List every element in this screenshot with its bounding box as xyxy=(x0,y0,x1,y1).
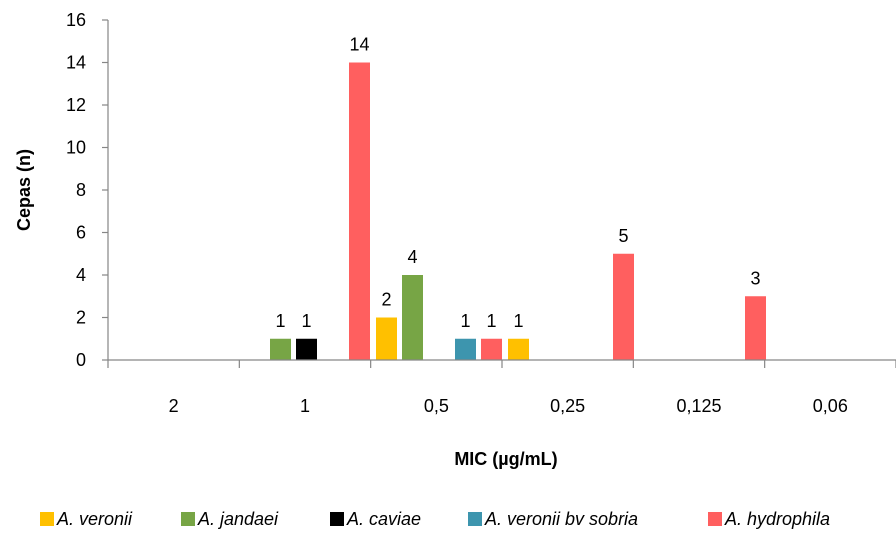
data-label: 1 xyxy=(486,311,496,331)
data-label: 1 xyxy=(275,311,285,331)
y-tick-label: 14 xyxy=(66,53,86,73)
data-label: 1 xyxy=(460,311,470,331)
y-tick-label: 0 xyxy=(76,350,86,370)
legend-label: A. veronii xyxy=(56,509,133,529)
legend-swatch xyxy=(468,512,482,526)
bar-a-jandaei-0_5 xyxy=(402,275,423,360)
bar-a-hydrophila-1 xyxy=(349,62,370,360)
legend-label: A. veronii bv sobria xyxy=(484,509,638,529)
legend-swatch xyxy=(181,512,195,526)
axes xyxy=(107,20,896,361)
y-tick-label: 12 xyxy=(66,95,86,115)
x-tick-label: 0,06 xyxy=(813,396,848,416)
legend-swatch xyxy=(708,512,722,526)
data-label: 1 xyxy=(301,311,311,331)
legend-swatch xyxy=(330,512,344,526)
y-tick-label: 6 xyxy=(76,223,86,243)
y-tick-label: 10 xyxy=(66,138,86,158)
x-axis-ticks: 2 1 0,5 0,25 0,125 0,06 xyxy=(107,360,896,416)
x-tick-label: 0,5 xyxy=(424,396,449,416)
bar-a-hydrophila-0_5 xyxy=(481,338,502,360)
y-axis-ticks: 0 2 4 6 8 10 12 14 16 xyxy=(66,10,108,370)
bar-a-veronii-0_25 xyxy=(508,338,529,360)
x-tick-label: 1 xyxy=(300,396,310,416)
bars xyxy=(270,62,766,360)
legend-swatch xyxy=(40,512,54,526)
data-label: 5 xyxy=(618,226,628,246)
data-label: 4 xyxy=(407,247,417,267)
y-tick-label: 4 xyxy=(76,265,86,285)
y-tick-label: 2 xyxy=(76,308,86,328)
y-tick-label: 16 xyxy=(66,10,86,30)
legend: A. veronii A. jandaei A. caviae A. veronii … xyxy=(40,509,830,529)
y-tick-label: 8 xyxy=(76,180,86,200)
x-tick-label: 2 xyxy=(169,396,179,416)
legend-label: A. jandaei xyxy=(197,509,279,529)
x-tick-label: 0,125 xyxy=(676,396,721,416)
bar-a-caviae-1 xyxy=(296,338,317,360)
bar-a-veronii-bv-sobria-0_5 xyxy=(455,338,476,360)
data-label: 1 xyxy=(513,311,523,331)
x-axis-title: MIC (µg/mL) xyxy=(454,449,557,469)
bar-a-veronii-0_5 xyxy=(376,317,397,360)
x-tick-label: 0,25 xyxy=(550,396,585,416)
y-axis-title: Cepas (n) xyxy=(14,149,34,231)
bar-a-jandaei-1 xyxy=(270,338,291,360)
data-label: 14 xyxy=(349,35,369,55)
legend-label: A. caviae xyxy=(346,509,421,529)
bar-a-hydrophila-0_25 xyxy=(613,253,634,360)
data-label: 3 xyxy=(750,268,760,288)
bar-a-hydrophila-0_125 xyxy=(745,296,766,360)
legend-label: A. hydrophila xyxy=(724,509,830,529)
data-label: 2 xyxy=(381,290,391,310)
